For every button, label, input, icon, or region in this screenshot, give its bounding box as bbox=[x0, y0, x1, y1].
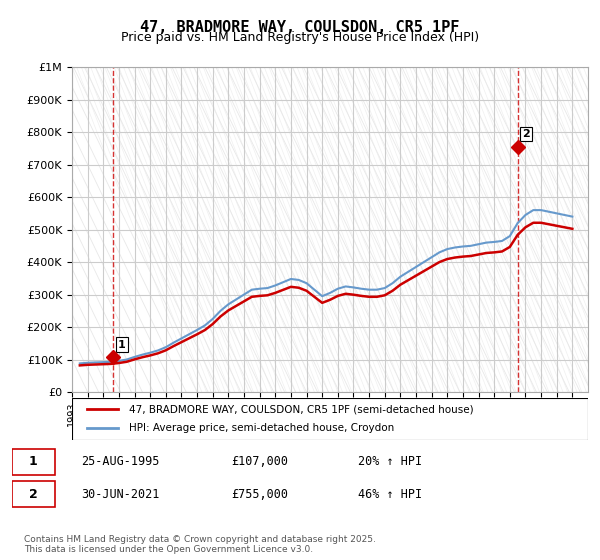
Text: 2: 2 bbox=[29, 488, 38, 501]
Text: 2: 2 bbox=[523, 129, 530, 139]
FancyBboxPatch shape bbox=[12, 449, 55, 475]
Text: HPI: Average price, semi-detached house, Croydon: HPI: Average price, semi-detached house,… bbox=[129, 423, 394, 433]
Text: £755,000: £755,000 bbox=[231, 488, 288, 501]
Text: 47, BRADMORE WAY, COULSDON, CR5 1PF (semi-detached house): 47, BRADMORE WAY, COULSDON, CR5 1PF (sem… bbox=[129, 404, 473, 414]
Text: 30-JUN-2021: 30-JUN-2021 bbox=[81, 488, 160, 501]
Text: 1: 1 bbox=[29, 455, 38, 469]
Text: 1: 1 bbox=[118, 339, 126, 349]
Text: 25-AUG-1995: 25-AUG-1995 bbox=[81, 455, 160, 469]
Text: Contains HM Land Registry data © Crown copyright and database right 2025.
This d: Contains HM Land Registry data © Crown c… bbox=[24, 535, 376, 554]
Text: 47, BRADMORE WAY, COULSDON, CR5 1PF: 47, BRADMORE WAY, COULSDON, CR5 1PF bbox=[140, 20, 460, 35]
Text: 20% ↑ HPI: 20% ↑ HPI bbox=[358, 455, 422, 469]
FancyBboxPatch shape bbox=[72, 398, 588, 440]
FancyBboxPatch shape bbox=[12, 481, 55, 507]
Text: 46% ↑ HPI: 46% ↑ HPI bbox=[358, 488, 422, 501]
Text: Price paid vs. HM Land Registry's House Price Index (HPI): Price paid vs. HM Land Registry's House … bbox=[121, 31, 479, 44]
Text: £107,000: £107,000 bbox=[231, 455, 288, 469]
